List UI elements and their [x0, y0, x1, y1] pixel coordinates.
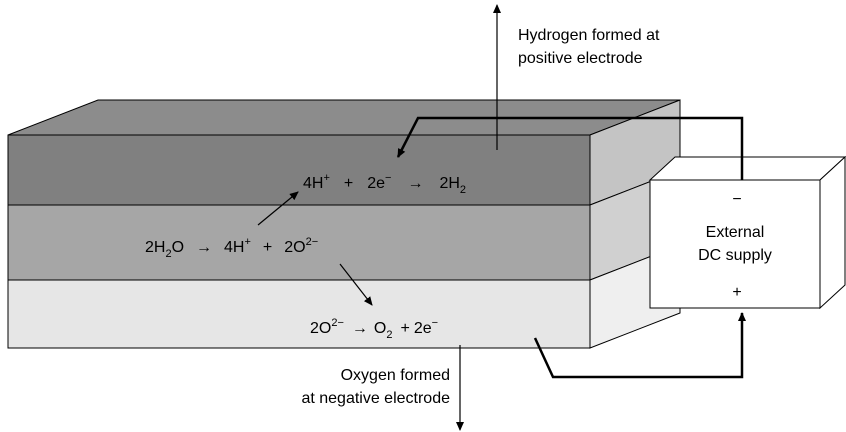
equation-sub: 2: [165, 248, 171, 260]
box-top: [648, 156, 846, 181]
wire-top: [396, 116, 744, 180]
reaction-arrow: [257, 191, 299, 226]
reaction-arrow: [339, 263, 373, 306]
equation-term: +: [263, 239, 272, 256]
supply-plus: +: [732, 284, 741, 301]
equation-term: →: [352, 320, 368, 337]
equation-term: →: [196, 239, 212, 256]
supply-minus: −: [732, 191, 741, 208]
equation-sup: +: [244, 236, 250, 248]
equation-term: +: [400, 320, 409, 337]
equation-term: +: [344, 175, 353, 192]
equation-sup: +: [323, 172, 329, 184]
equation-sup: −: [432, 317, 438, 329]
equation-term: 2e: [367, 175, 385, 192]
wire-bottom: [533, 312, 746, 379]
equation: 4H+ +2e− → 2H2: [303, 172, 466, 196]
equation-term: 2O: [284, 239, 305, 256]
equation: 2H2O → 4H+ +2O2−: [145, 236, 318, 260]
supply-label: DC supply: [698, 247, 772, 264]
box-front: [649, 179, 821, 309]
equation-term: 2H: [145, 239, 165, 256]
equation-sup: 2−: [331, 317, 344, 329]
equation-term: 4H: [224, 239, 244, 256]
equation-term: 2O: [310, 320, 331, 337]
box-side: [819, 155, 846, 310]
equation-term: 4H: [303, 175, 323, 192]
equation-term: →: [407, 175, 423, 192]
hydrogen-label: Hydrogen formed at: [518, 27, 660, 44]
supply-label: External: [706, 224, 765, 241]
equation-sub: 2: [460, 184, 466, 196]
layer-middle: [7, 204, 591, 281]
equation-term: O: [172, 239, 184, 256]
hydrogen-label: positive electrode: [518, 50, 643, 67]
layer-bottom: [7, 279, 591, 349]
equation-term: O: [374, 320, 386, 337]
layer-top: [7, 134, 591, 206]
equation: 2O2− → O2 +2e−: [310, 317, 438, 341]
equation-sub: 2: [386, 329, 392, 341]
oxygen-label: at negative electrode: [301, 390, 450, 407]
equation-term: 2H: [439, 175, 459, 192]
equation-sup: −: [385, 172, 391, 184]
equation-term: 2e: [414, 320, 432, 337]
oxygen-label: Oxygen formed: [341, 367, 450, 384]
equation-sup: 2−: [306, 236, 319, 248]
